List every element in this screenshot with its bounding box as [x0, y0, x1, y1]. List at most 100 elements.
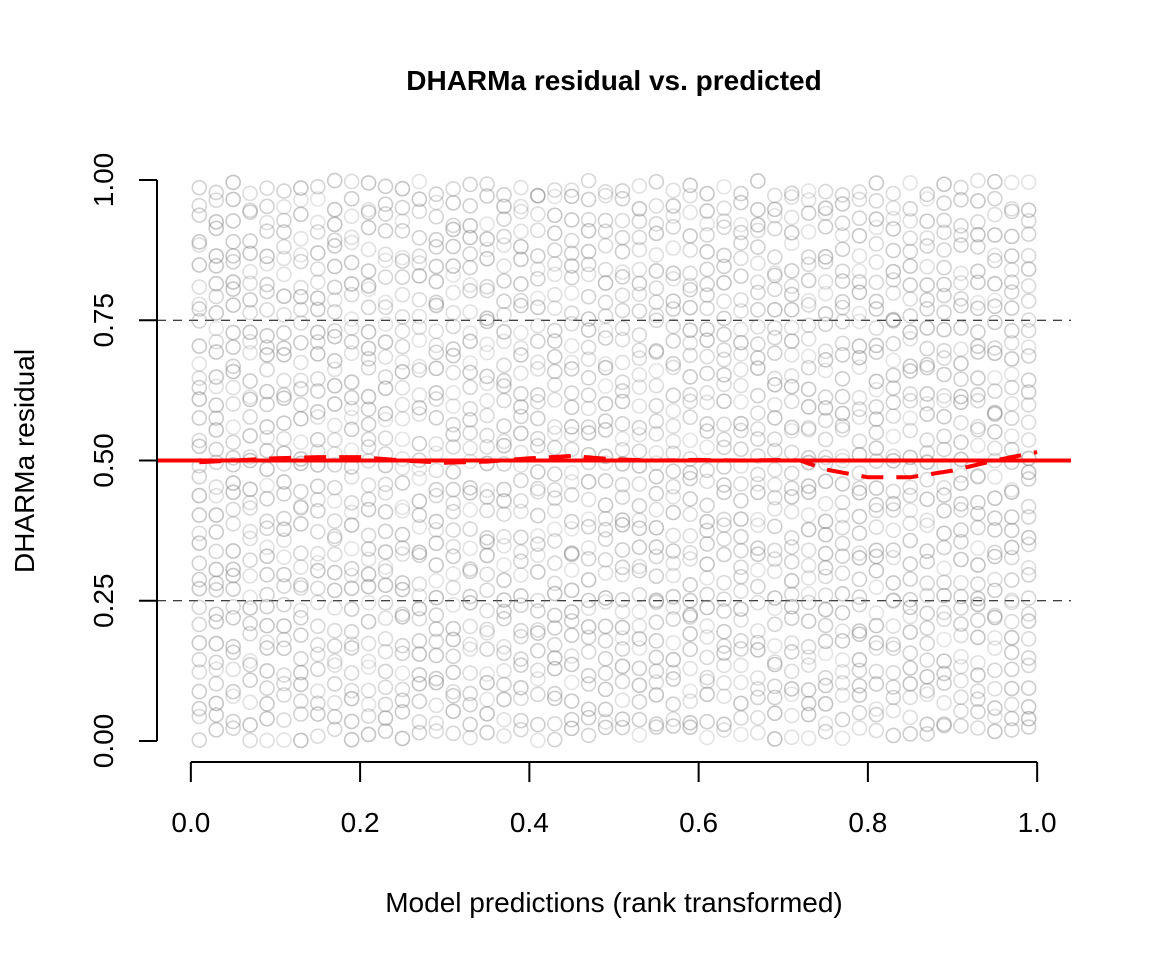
residual-point	[411, 519, 428, 535]
residual-point	[733, 216, 749, 233]
residual-point	[716, 511, 732, 528]
residual-point	[242, 652, 258, 669]
residual-point	[546, 502, 563, 519]
residual-point	[530, 438, 546, 454]
residual-point	[326, 238, 343, 254]
residual-point	[699, 365, 715, 382]
residual-point	[987, 548, 1003, 565]
residual-point	[546, 575, 563, 592]
residual-point	[496, 529, 512, 545]
residual-point	[411, 387, 428, 403]
residual-point	[970, 263, 986, 280]
residual-point	[326, 216, 343, 233]
residual-point	[225, 297, 241, 313]
residual-point	[191, 507, 208, 523]
residual-point	[665, 664, 682, 681]
residual-point	[546, 439, 563, 456]
residual-point	[834, 623, 851, 640]
residual-point	[631, 178, 648, 194]
residual-point	[868, 193, 885, 209]
residual-point	[902, 230, 919, 247]
residual-point	[783, 393, 800, 410]
residual-point	[750, 431, 766, 447]
residual-point	[445, 238, 462, 255]
residual-point	[479, 250, 495, 267]
residual-point	[326, 232, 343, 249]
residual-point	[411, 724, 428, 741]
residual-point	[716, 531, 732, 547]
residual-point	[800, 420, 817, 436]
residual-point	[428, 522, 445, 538]
residual-point	[953, 434, 969, 451]
residual-point	[462, 217, 478, 234]
residual-point	[242, 292, 258, 308]
residual-point	[259, 634, 275, 651]
residual-point	[225, 419, 241, 435]
residual-point	[597, 552, 614, 568]
residual-point	[580, 222, 597, 239]
residual-point	[394, 581, 411, 598]
residual-point	[868, 274, 885, 291]
residual-point	[513, 712, 529, 729]
residual-point	[682, 592, 698, 609]
residual-point	[631, 520, 648, 537]
residual-point	[343, 495, 360, 511]
residual-point	[428, 607, 445, 623]
residual-point	[293, 315, 309, 331]
residual-point	[394, 502, 411, 519]
residual-point	[563, 188, 580, 205]
residual-point	[496, 691, 512, 708]
residual-point	[479, 282, 495, 299]
x-axis: 0.0 0.2 0.4 0.6 0.8 1.0	[171, 761, 1057, 838]
residual-point	[462, 502, 478, 518]
residual-point	[1003, 509, 1020, 525]
residual-point	[614, 320, 631, 337]
residual-point	[766, 301, 783, 318]
residual-point	[834, 187, 851, 203]
residual-point	[293, 192, 309, 208]
residual-point	[293, 279, 309, 296]
residual-point	[343, 234, 360, 251]
residual-point	[614, 711, 631, 727]
residual-point	[309, 562, 326, 579]
residual-point	[783, 235, 800, 252]
residual-point	[411, 406, 428, 422]
residual-point	[716, 484, 732, 501]
residual-point	[411, 507, 428, 523]
residual-point	[885, 542, 902, 558]
residual-point	[614, 641, 631, 657]
residual-point	[597, 237, 614, 254]
residual-point	[208, 487, 225, 504]
residual-point	[766, 431, 783, 447]
residual-point	[631, 303, 648, 319]
residual-point	[411, 203, 428, 220]
residual-point	[631, 512, 648, 529]
residual-point	[428, 186, 445, 202]
residual-point	[953, 648, 969, 665]
residual-point	[868, 320, 885, 336]
residual-point	[953, 237, 969, 253]
residual-point	[530, 317, 546, 334]
residual-point	[648, 362, 665, 379]
residual-point	[614, 719, 631, 736]
residual-point	[834, 294, 851, 310]
residual-point	[445, 217, 462, 234]
residual-point	[597, 455, 614, 471]
residual-point	[428, 337, 445, 354]
residual-point	[783, 319, 800, 336]
residual-point	[259, 276, 275, 293]
residual-point	[343, 640, 360, 656]
residual-point	[614, 383, 631, 399]
residual-point	[580, 400, 597, 417]
residual-point	[919, 186, 935, 203]
residual-point	[259, 539, 275, 556]
residual-point	[479, 368, 495, 385]
residual-point	[953, 191, 969, 208]
residual-point	[191, 296, 208, 313]
residual-point	[834, 652, 851, 668]
residual-point	[428, 360, 445, 377]
residual-point	[394, 692, 411, 709]
residual-point	[987, 490, 1003, 506]
residual-point	[360, 416, 377, 433]
residual-point	[1020, 567, 1037, 583]
